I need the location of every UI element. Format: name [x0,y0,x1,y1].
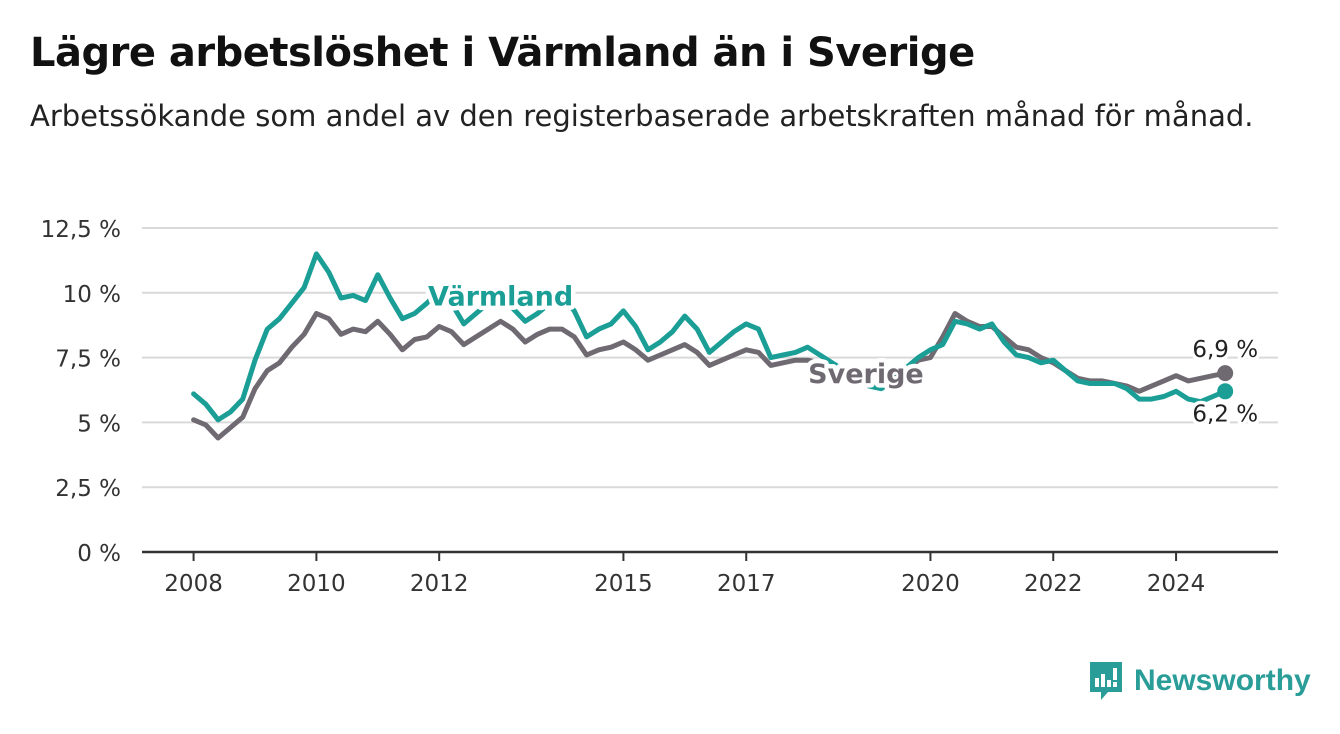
series-name-label-varmland: Värmland [428,281,573,312]
x-tick-label: 2008 [164,571,223,597]
x-tick-label: 2022 [1024,571,1083,597]
end-value-label-varmland: 6,2 % [1192,401,1258,427]
series-line-varmland [191,251,1228,423]
grid-layer: 0 % 2,5 % 5 % 7,5 % 10 % 12,5 % 2008 2010 2012 20… [41,217,1278,597]
x-tick-label: 2024 [1147,571,1206,597]
y-tick-label: 5 % [77,411,121,437]
x-tick-label: 2015 [594,571,653,597]
y-tick-label: 0 % [77,541,121,567]
x-tick-label: 2017 [717,571,776,597]
brand-name: Newsworthy [1134,664,1311,697]
y-tick-label: 2,5 % [55,476,121,502]
chart-subtitle: Arbetssökande som andel av den registerb… [30,99,1254,133]
x-tick-label: 2020 [901,571,960,597]
y-tick-label: 12,5 % [41,217,121,243]
chart-title: Lägre arbetslöshet i Värmland än i Sveri… [30,30,975,76]
end-value-label-sverige: 6,9 % [1192,337,1258,363]
end-point-varmland [1217,383,1234,400]
newsworthy-chart-bubble-icon [1090,662,1122,700]
series-name-label-sverige: Sverige [808,359,924,390]
y-tick-label: 7,5 % [55,347,121,373]
label-layer: 6,2 % 6,9 % Värmland Sverige [424,277,1262,431]
newsworthy-logo: Newsworthy [1088,660,1311,702]
x-tick-label: 2012 [410,571,469,597]
series-layer [191,251,1228,441]
x-tick-label: 2010 [287,571,346,597]
end-point-sverige [1217,365,1234,382]
y-tick-label: 10 % [63,282,121,308]
